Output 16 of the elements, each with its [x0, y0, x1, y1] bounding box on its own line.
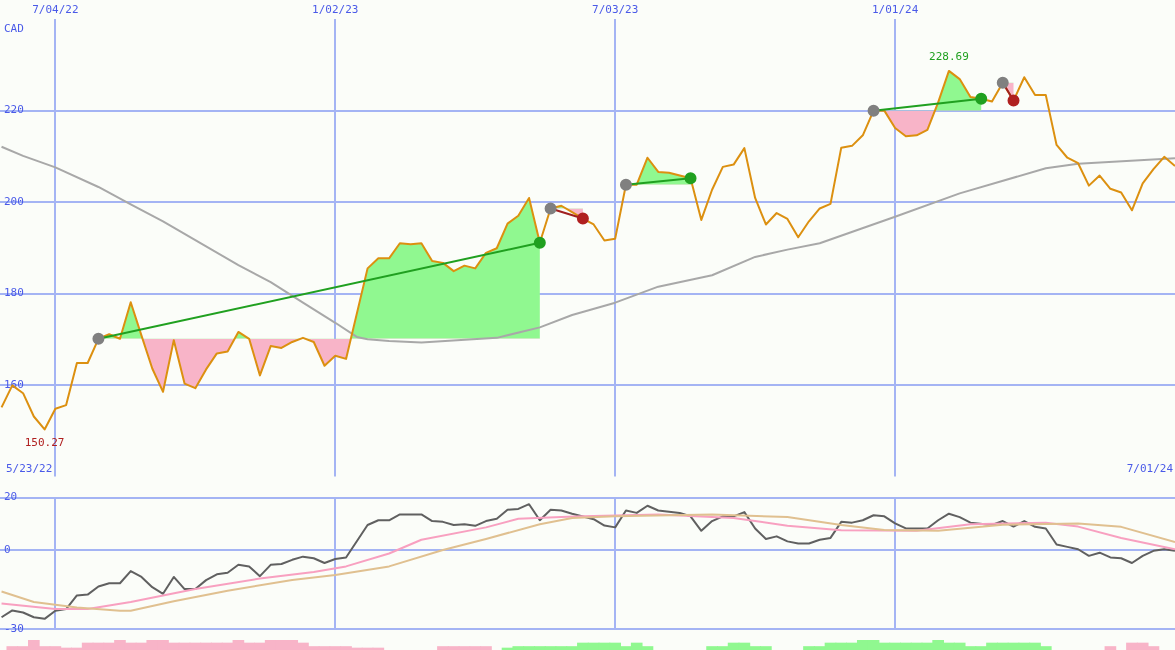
x-tick-label: 7/03/23 — [592, 3, 639, 17]
y-tick-label: 20 — [4, 490, 18, 504]
annotation: 5/23/22 — [6, 461, 53, 475]
y-axis-title: CAD — [4, 21, 24, 35]
x-tick-label: 1/02/23 — [312, 3, 359, 17]
x-tick-label: 7/04/22 — [32, 3, 79, 17]
annotation: 150.27 — [24, 435, 65, 449]
x-tick-label: 1/01/24 — [871, 3, 919, 17]
annotation: 7/01/24 — [1126, 461, 1174, 475]
y-tick-label: 200 — [4, 194, 24, 208]
y-tick-label: -30 — [4, 622, 24, 636]
annotation: 228.69 — [929, 50, 969, 64]
y-tick-label: 180 — [4, 286, 24, 300]
y-tick-label: 0 — [4, 543, 11, 557]
y-tick-label: 160 — [4, 377, 24, 391]
y-tick-label: 220 — [4, 103, 24, 117]
